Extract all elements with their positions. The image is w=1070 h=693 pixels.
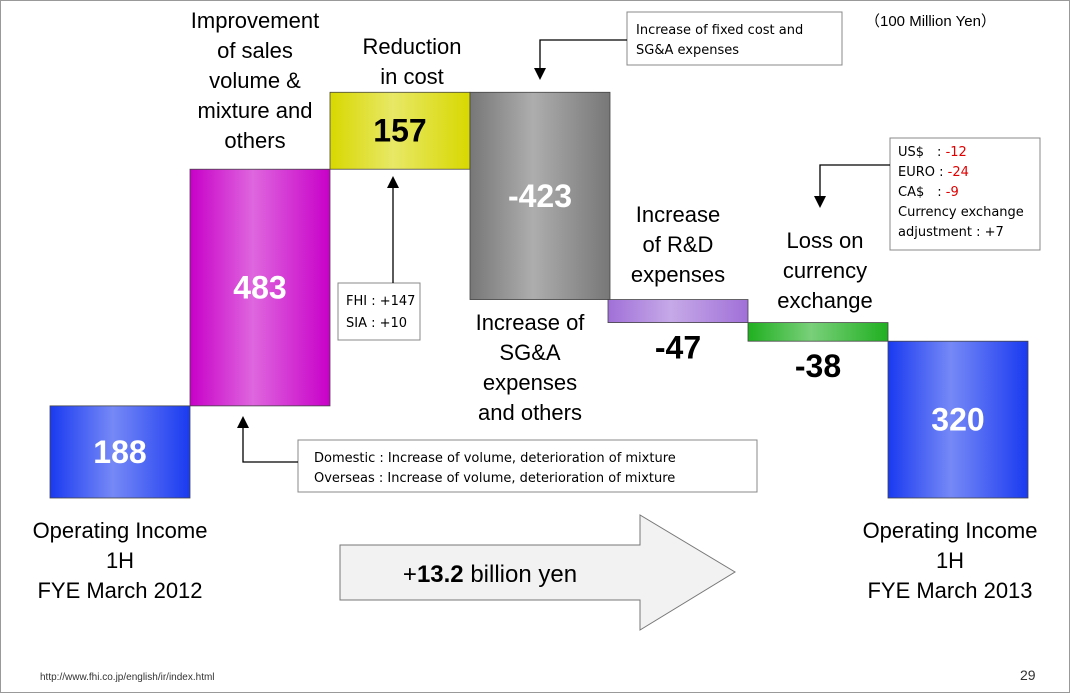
category-label: FYE March 2012 <box>37 578 202 603</box>
category-label: Increase <box>636 202 720 227</box>
category-label: currency <box>783 258 867 283</box>
category-label: Increase of <box>476 310 586 335</box>
category-label: SG&A <box>499 340 560 365</box>
value-label: -38 <box>795 348 841 384</box>
summary-arrow <box>339 514 736 631</box>
volume-note: Domestic : Increase of volume, deteriora… <box>314 451 676 466</box>
arrow-head <box>814 196 826 208</box>
category-label: expenses <box>631 262 725 287</box>
fixed-cost-note: SG&A expenses <box>636 43 739 58</box>
value-label: -423 <box>508 178 572 214</box>
currency-box <box>889 137 1041 251</box>
unit-label: （100 Million Yen） <box>865 13 996 30</box>
summary-number: 13.2 <box>417 561 464 588</box>
category-label: Operating Income <box>863 518 1038 543</box>
currency-note: EURO : -24 <box>898 165 969 180</box>
currency-label: EURO : <box>898 165 944 180</box>
currency-label: Currency exchange <box>898 205 1024 220</box>
currency-note: Currency exchange <box>898 205 1024 220</box>
cost-note: FHI : +147 <box>346 294 415 309</box>
fixed-cost-box <box>626 11 843 66</box>
bar <box>469 91 611 300</box>
category-label: of R&D <box>643 232 714 257</box>
cost-box <box>337 282 421 341</box>
value-label: -47 <box>655 330 701 366</box>
volume-note: Overseas : Increase of volume, deteriora… <box>314 471 675 486</box>
bar <box>747 322 889 342</box>
bar <box>189 168 331 407</box>
currency-note: adjustment : +7 <box>898 225 1004 240</box>
category-label: mixture and <box>198 98 313 123</box>
category-label: volume & <box>209 68 301 93</box>
category-label: Reduction <box>362 34 461 59</box>
arrow <box>539 39 627 72</box>
category-label: and others <box>478 400 582 425</box>
fixed-cost-note: Increase of fixed cost and <box>636 23 803 38</box>
currency-value: -12 <box>946 145 967 160</box>
currency-note: US$ : -12 <box>898 145 967 160</box>
arrow <box>242 425 298 463</box>
category-label: in cost <box>380 64 444 89</box>
summary-unit: billion yen <box>464 561 577 588</box>
category-label: Improvement <box>191 8 319 33</box>
value-label: 320 <box>931 402 984 438</box>
arrow <box>819 164 890 200</box>
value-label: 188 <box>93 434 146 470</box>
arrow-head <box>237 416 249 428</box>
bar <box>887 340 1029 499</box>
category-label: of sales <box>217 38 293 63</box>
category-label: 1H <box>106 548 134 573</box>
volume-box <box>297 439 758 493</box>
page-number: 29 <box>1020 667 1036 683</box>
category-label: others <box>224 128 285 153</box>
currency-note: CA$ : -9 <box>898 185 959 200</box>
footer-url: http://www.fhi.co.jp/english/ir/index.ht… <box>40 672 215 683</box>
bar <box>607 299 749 323</box>
category-label: exchange <box>777 288 872 313</box>
value-label: 157 <box>373 113 426 149</box>
currency-label: CA$ : <box>898 185 942 200</box>
category-label: Operating Income <box>33 518 208 543</box>
cost-note: SIA : +10 <box>346 316 407 331</box>
currency-label: US$ : <box>898 145 941 160</box>
summary-text: +13.2 billion yen <box>403 561 577 588</box>
category-label: FYE March 2013 <box>867 578 1032 603</box>
currency-label: adjustment : +7 <box>898 225 1004 240</box>
arrow-head <box>387 176 399 188</box>
category-label: expenses <box>483 370 577 395</box>
bar <box>49 405 191 499</box>
summary-sign: + <box>403 561 417 588</box>
arrow-head <box>534 68 546 80</box>
category-label: 1H <box>936 548 964 573</box>
currency-value: -9 <box>946 185 959 200</box>
value-label: 483 <box>233 270 286 306</box>
category-label: Loss on <box>786 228 863 253</box>
currency-value: -24 <box>948 165 969 180</box>
